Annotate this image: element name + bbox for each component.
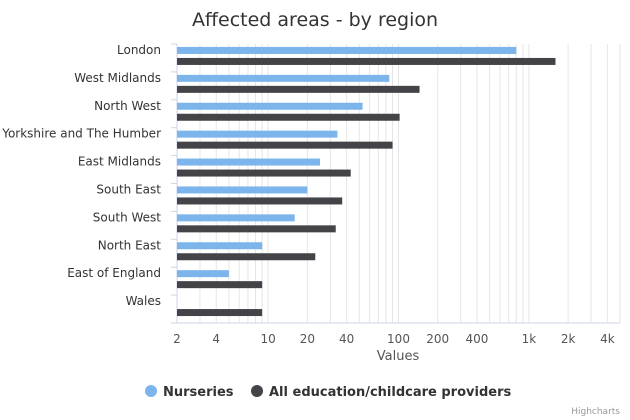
x-tick-label: 200 [426, 332, 449, 346]
legend-marker [251, 385, 263, 397]
legend-label: All education/childcare providers [269, 385, 511, 400]
bars [177, 46, 556, 317]
category-label: Wales [126, 294, 161, 308]
bar-nurseries[interactable] [177, 242, 263, 250]
bar-all-providers[interactable] [177, 281, 263, 289]
bar-all-providers[interactable] [177, 197, 343, 205]
category-label: North West [94, 99, 161, 113]
category-label: South West [93, 210, 161, 224]
category-label: North East [98, 238, 162, 252]
x-tick-label: 2k [561, 332, 576, 346]
x-tick-label: 10 [260, 332, 275, 346]
category-label: London [117, 43, 161, 57]
category-label: West Midlands [74, 71, 161, 85]
bar-all-providers[interactable] [177, 141, 393, 149]
category-label: East of England [67, 266, 161, 280]
bar-all-providers[interactable] [177, 309, 263, 317]
x-tick-label: 2 [173, 332, 181, 346]
bar-all-providers[interactable] [177, 57, 556, 65]
category-labels: London West Midlands North West Yorkshire a… [1, 43, 161, 308]
category-label: South East [96, 182, 161, 196]
chart-title: Affected areas - by region [192, 9, 438, 31]
bar-nurseries[interactable] [177, 130, 338, 138]
x-tick-label: 4k [600, 332, 615, 346]
bar-nurseries[interactable] [177, 270, 229, 278]
category-label: Yorkshire and The Humber [1, 127, 161, 141]
credits-label[interactable]: Highcharts [571, 407, 620, 417]
bar-nurseries[interactable] [177, 214, 295, 222]
x-tick-label: 4 [212, 332, 220, 346]
tick-labels: 2 4 10 20 40 100 200 400 1k 2k 4k [173, 332, 615, 346]
x-tick-label: 40 [339, 332, 354, 346]
bar-nurseries[interactable] [177, 102, 363, 110]
legend: Nurseries All education/childcare provide… [145, 385, 511, 400]
bar-nurseries[interactable] [177, 186, 308, 194]
bar-nurseries[interactable] [177, 74, 390, 82]
legend-label: Nurseries [163, 385, 234, 400]
legend-item-all-providers[interactable]: All education/childcare providers [251, 385, 511, 400]
x-tick-label: 100 [387, 332, 410, 346]
bar-all-providers[interactable] [177, 169, 351, 177]
bar-all-providers[interactable] [177, 253, 316, 261]
legend-marker [145, 385, 157, 397]
bar-all-providers[interactable] [177, 225, 336, 233]
bar-all-providers[interactable] [177, 85, 420, 93]
x-axis-title: Values [377, 349, 420, 364]
x-tick-label: 400 [466, 332, 489, 346]
bar-nurseries[interactable] [177, 158, 321, 166]
legend-item-nurseries[interactable]: Nurseries [145, 385, 234, 400]
category-label: East Midlands [78, 155, 161, 169]
bar-all-providers[interactable] [177, 113, 400, 121]
x-tick-label: 1k [522, 332, 537, 346]
x-tick-label: 20 [300, 332, 315, 346]
bar-nurseries[interactable] [177, 46, 517, 54]
